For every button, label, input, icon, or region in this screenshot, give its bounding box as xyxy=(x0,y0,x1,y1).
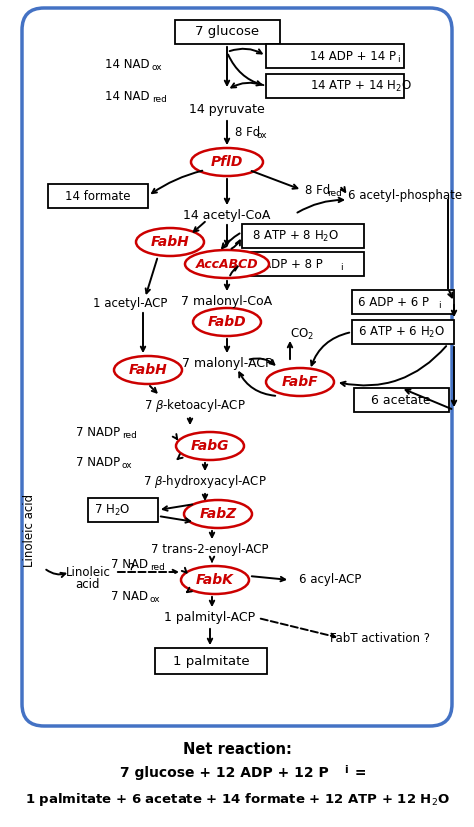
Text: 7 NADP: 7 NADP xyxy=(76,456,120,469)
Text: FabF: FabF xyxy=(282,375,319,389)
Text: CO$_2$: CO$_2$ xyxy=(290,327,314,342)
Text: acid: acid xyxy=(76,577,100,590)
Ellipse shape xyxy=(176,432,244,460)
FancyBboxPatch shape xyxy=(242,224,364,248)
Text: ox: ox xyxy=(152,63,163,71)
Text: 7 malonyl-ACP: 7 malonyl-ACP xyxy=(182,357,272,370)
Text: 8 ATP + 8 H$_2$O: 8 ATP + 8 H$_2$O xyxy=(252,228,339,243)
Text: Net reaction:: Net reaction: xyxy=(182,743,292,758)
Text: red: red xyxy=(327,189,342,198)
Text: 6 acyl-ACP: 6 acyl-ACP xyxy=(299,573,361,586)
Text: FabH: FabH xyxy=(128,363,167,377)
Text: 7 NAD: 7 NAD xyxy=(111,557,148,571)
Text: 1 palmitate + 6 acetate + 14 formate + 12 ATP + 12 H$_2$O: 1 palmitate + 6 acetate + 14 formate + 1… xyxy=(25,791,450,809)
Text: 7 $\beta$-hydroxyacyl-ACP: 7 $\beta$-hydroxyacyl-ACP xyxy=(143,474,267,490)
FancyBboxPatch shape xyxy=(48,184,148,208)
Text: 14 formate: 14 formate xyxy=(65,189,131,203)
Text: 14 ADP + 14 P: 14 ADP + 14 P xyxy=(310,50,396,63)
FancyBboxPatch shape xyxy=(352,320,454,344)
Text: 6 acetate: 6 acetate xyxy=(371,394,431,407)
Text: 6 ADP + 6 P: 6 ADP + 6 P xyxy=(358,295,429,308)
Text: FabG: FabG xyxy=(191,439,229,453)
Text: 14 acetyl-CoA: 14 acetyl-CoA xyxy=(183,209,271,222)
Text: FabT activation ?: FabT activation ? xyxy=(330,632,430,644)
FancyBboxPatch shape xyxy=(352,290,454,314)
Text: red: red xyxy=(152,94,167,103)
FancyBboxPatch shape xyxy=(266,74,404,98)
FancyBboxPatch shape xyxy=(354,388,449,412)
Ellipse shape xyxy=(193,308,261,336)
Text: 8 Fd: 8 Fd xyxy=(235,127,260,140)
FancyBboxPatch shape xyxy=(155,648,267,674)
Text: FabH: FabH xyxy=(151,235,190,249)
Text: i: i xyxy=(344,765,347,775)
Ellipse shape xyxy=(114,356,182,384)
Text: 14 ATP + 14 H$_2$O: 14 ATP + 14 H$_2$O xyxy=(310,79,412,93)
Text: FabZ: FabZ xyxy=(200,507,237,521)
Text: i: i xyxy=(340,262,343,271)
Text: 7 NAD: 7 NAD xyxy=(111,590,148,603)
Text: 7 malonyl-CoA: 7 malonyl-CoA xyxy=(182,295,273,308)
Text: 1 palmityl-ACP: 1 palmityl-ACP xyxy=(164,611,255,624)
Text: 7 trans-2-enoyl-ACP: 7 trans-2-enoyl-ACP xyxy=(151,543,269,557)
FancyBboxPatch shape xyxy=(88,498,158,522)
Text: 6 ATP + 6 H$_2$O: 6 ATP + 6 H$_2$O xyxy=(358,324,445,340)
Text: i: i xyxy=(397,55,400,64)
Ellipse shape xyxy=(184,500,252,528)
Text: PflD: PflD xyxy=(211,155,243,169)
FancyBboxPatch shape xyxy=(266,44,404,68)
Text: 7 glucose: 7 glucose xyxy=(195,26,259,39)
Text: 14 pyruvate: 14 pyruvate xyxy=(189,103,265,117)
Text: 1 palmitate: 1 palmitate xyxy=(173,654,249,667)
Text: 1 acetyl-ACP: 1 acetyl-ACP xyxy=(93,298,167,310)
Text: 7 glucose + 12 ADP + 12 P: 7 glucose + 12 ADP + 12 P xyxy=(120,766,329,780)
Text: ox: ox xyxy=(257,131,268,141)
FancyBboxPatch shape xyxy=(175,20,280,44)
FancyBboxPatch shape xyxy=(242,252,364,276)
Ellipse shape xyxy=(136,228,204,256)
Text: 8 ADP + 8 P: 8 ADP + 8 P xyxy=(252,257,323,270)
Text: red: red xyxy=(122,431,137,439)
Text: 7 H$_2$O: 7 H$_2$O xyxy=(94,503,130,518)
FancyBboxPatch shape xyxy=(22,8,452,726)
Text: ox: ox xyxy=(150,595,161,604)
Text: FabK: FabK xyxy=(196,573,234,587)
Text: 7 $\beta$-ketoacyl-ACP: 7 $\beta$-ketoacyl-ACP xyxy=(144,398,246,414)
Ellipse shape xyxy=(181,566,249,594)
Text: 6 acetyl-phosphate: 6 acetyl-phosphate xyxy=(348,189,462,203)
Text: ox: ox xyxy=(122,461,133,470)
Text: =: = xyxy=(350,766,366,780)
Ellipse shape xyxy=(191,148,263,176)
Text: Linoleic acid: Linoleic acid xyxy=(24,494,36,566)
Text: 7 NADP: 7 NADP xyxy=(76,426,120,438)
Text: ?: ? xyxy=(128,562,136,576)
Text: 14 NAD: 14 NAD xyxy=(105,58,150,70)
Text: i: i xyxy=(438,300,441,309)
Text: red: red xyxy=(150,562,165,571)
Text: 14 NAD: 14 NAD xyxy=(105,89,150,103)
Text: 8 Fd: 8 Fd xyxy=(305,184,330,197)
Text: FabD: FabD xyxy=(208,315,246,329)
Ellipse shape xyxy=(185,250,269,278)
Text: AccABCD: AccABCD xyxy=(196,257,258,270)
Text: Linoleic: Linoleic xyxy=(65,566,110,579)
Ellipse shape xyxy=(266,368,334,396)
